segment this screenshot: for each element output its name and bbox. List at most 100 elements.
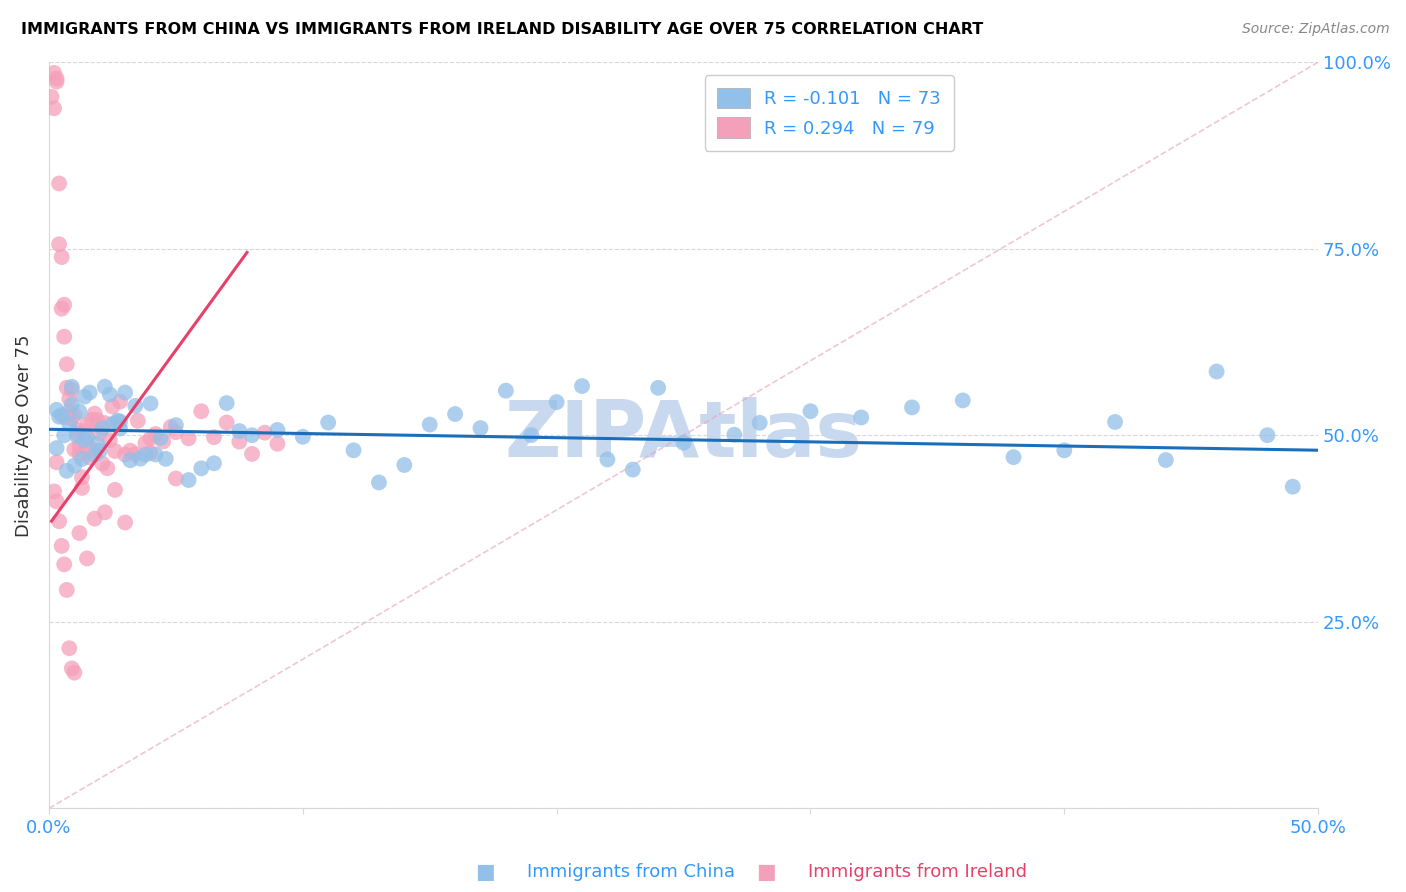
Point [1154, 453, 1177, 467]
Point [215, 396, 238, 410]
Point [104, 483, 127, 497]
Point [266, 423, 288, 437]
Point [51, 250, 73, 264]
Point [79, 450, 101, 465]
Point [647, 381, 669, 395]
Point [42, 66, 65, 80]
Text: Immigrants from Ireland: Immigrants from Ireland [808, 863, 1028, 881]
Point [45, 441, 67, 455]
Point [63, 665, 86, 680]
Point [101, 417, 124, 431]
Point [89, 426, 111, 441]
Point [1002, 450, 1025, 465]
Text: Immigrants from China: Immigrants from China [527, 863, 735, 881]
Point [1104, 415, 1126, 429]
Point [120, 443, 142, 458]
Point [108, 415, 131, 429]
Legend: R = -0.101   N = 73, R = 0.294   N = 79: R = -0.101 N = 73, R = 0.294 N = 79 [704, 75, 953, 151]
Point [66, 423, 89, 437]
Point [145, 427, 167, 442]
Point [799, 404, 821, 418]
Point [108, 421, 131, 435]
Point [55, 381, 77, 395]
Point [42, 484, 65, 499]
Point [177, 473, 200, 487]
Point [60, 380, 83, 394]
Point [67, 447, 90, 461]
Point [70, 470, 93, 484]
Point [165, 471, 187, 485]
Point [202, 430, 225, 444]
Point [55, 582, 77, 597]
Point [94, 505, 117, 519]
Point [55, 357, 77, 371]
Point [1053, 443, 1076, 458]
Point [76, 417, 98, 432]
Point [94, 379, 117, 393]
Point [215, 416, 238, 430]
Point [127, 414, 149, 428]
Point [114, 448, 136, 462]
Point [120, 453, 142, 467]
Point [60, 661, 83, 675]
Point [901, 401, 924, 415]
Point [149, 431, 172, 445]
Point [63, 442, 86, 457]
Point [83, 443, 105, 458]
Point [723, 427, 745, 442]
Text: ■: ■ [756, 863, 776, 882]
Point [83, 407, 105, 421]
Text: ZIPAtlas: ZIPAtlas [505, 397, 862, 474]
Point [70, 481, 93, 495]
Point [76, 436, 98, 450]
Point [114, 385, 136, 400]
Point [190, 404, 212, 418]
Point [520, 428, 543, 442]
Y-axis label: Disability Age Over 75: Disability Age Over 75 [15, 334, 32, 537]
Text: Source: ZipAtlas.com: Source: ZipAtlas.com [1241, 22, 1389, 37]
Point [444, 407, 467, 421]
Point [129, 451, 152, 466]
Point [152, 434, 174, 449]
Point [66, 426, 89, 441]
Point [470, 421, 492, 435]
Point [42, 101, 65, 115]
Point [107, 415, 129, 429]
Point [394, 458, 416, 472]
Point [851, 410, 873, 425]
Point [145, 448, 167, 462]
Point [67, 526, 90, 541]
Point [240, 447, 263, 461]
Point [83, 511, 105, 525]
Point [96, 461, 118, 475]
Point [672, 435, 695, 450]
Point [134, 448, 156, 462]
Point [621, 462, 644, 476]
Point [83, 448, 105, 462]
Point [58, 417, 80, 431]
Point [495, 384, 517, 398]
Point [41, 90, 63, 104]
Point [76, 551, 98, 566]
Point [316, 416, 339, 430]
Point [596, 452, 619, 467]
Point [73, 390, 96, 404]
Point [108, 394, 131, 409]
Point [419, 417, 441, 432]
Point [368, 475, 391, 490]
Point [73, 434, 96, 448]
Point [228, 424, 250, 438]
Point [240, 428, 263, 442]
Point [48, 237, 70, 252]
Point [134, 436, 156, 450]
Point [45, 71, 67, 86]
Point [53, 558, 76, 572]
Point [82, 413, 104, 427]
Point [67, 405, 90, 419]
Point [139, 396, 162, 410]
Point [53, 329, 76, 343]
Point [291, 430, 314, 444]
Point [45, 494, 67, 508]
Point [48, 514, 70, 528]
Point [139, 446, 162, 460]
